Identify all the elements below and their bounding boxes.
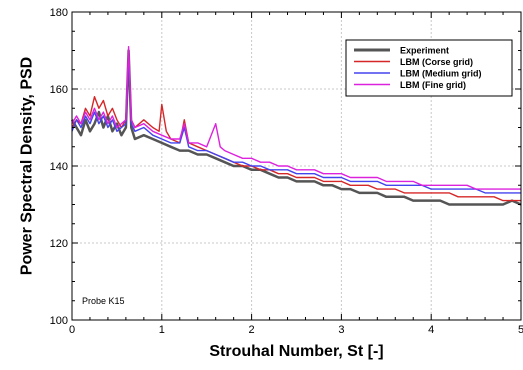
legend-label: LBM (Medium grid) xyxy=(400,69,482,79)
y-tick-label: 140 xyxy=(50,161,68,173)
x-tick-label: 2 xyxy=(249,324,255,336)
x-tick-label: 3 xyxy=(338,324,344,336)
x-axis-title: Strouhal Number, St [-] xyxy=(209,343,383,360)
x-tick-label: 1 xyxy=(159,324,165,336)
y-tick-label: 120 xyxy=(50,238,68,250)
x-tick-label: 4 xyxy=(428,324,434,336)
series-line-2 xyxy=(71,53,521,194)
y-axis-title: Power Spectral Density, PSD xyxy=(19,57,36,275)
y-tick-label: 100 xyxy=(50,315,68,327)
y-tick-label: 180 xyxy=(50,7,68,19)
probe-annotation: Probe K15 xyxy=(82,296,125,306)
axis-ticks: 0 1 2 3 4 5 100 120 140 160 180 xyxy=(50,7,523,336)
x-tick-label: 0 xyxy=(69,324,75,336)
legend-label: LBM (Corse grid) xyxy=(400,57,473,67)
series-line-1 xyxy=(71,49,521,202)
x-tick-label: 5 xyxy=(518,324,523,336)
legend-label: Experiment xyxy=(400,46,449,56)
series-line-3 xyxy=(71,46,521,190)
legend-label: LBM (Fine grid) xyxy=(400,80,466,90)
y-tick-label: 160 xyxy=(50,84,68,96)
series-group xyxy=(70,46,522,206)
